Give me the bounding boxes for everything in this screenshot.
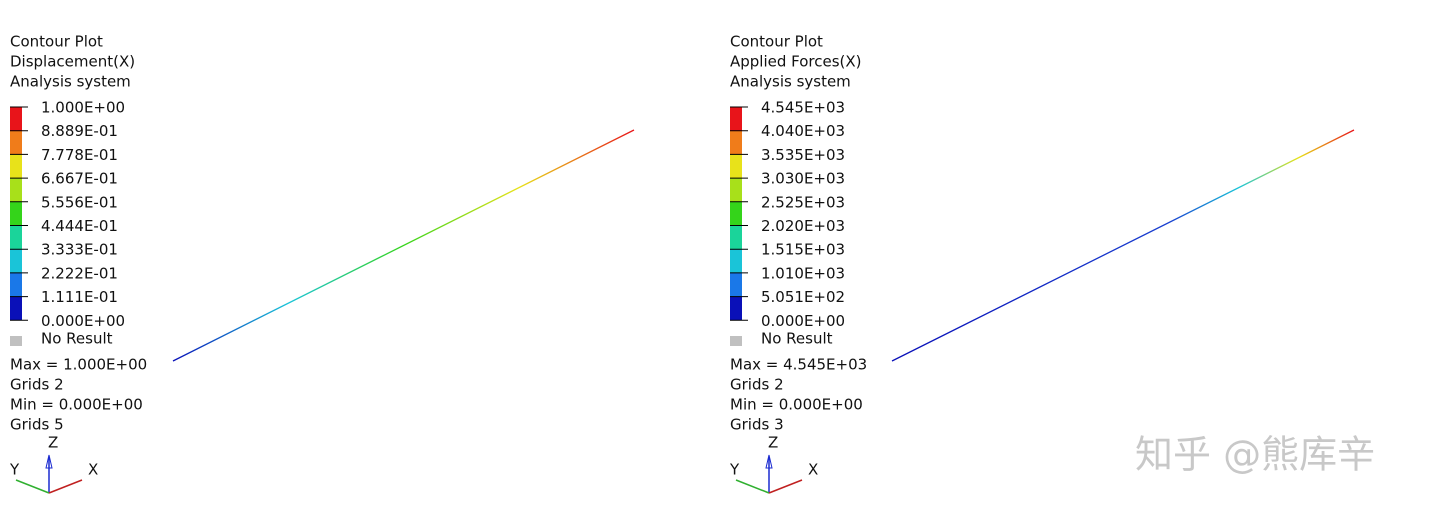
stat-line: Grids 2 (730, 376, 784, 394)
axis-label-y: Y (729, 461, 740, 479)
legend-label: 0.000E+00 (41, 312, 125, 330)
title-line: Displacement(X) (10, 53, 135, 71)
color-band (730, 272, 742, 297)
color-band (10, 225, 22, 250)
axis-y (15, 479, 50, 494)
legend-label: 2.222E-01 (41, 264, 118, 282)
legend-label: 2.525E+03 (761, 193, 845, 211)
color-band (10, 178, 22, 202)
color-band (730, 225, 742, 250)
no-result-label: No Result (761, 330, 833, 348)
color-band (10, 130, 22, 155)
legend-label: 3.333E-01 (41, 241, 118, 259)
legend-label: 1.111E-01 (41, 288, 118, 306)
stat-line: Grids 5 (10, 416, 64, 434)
no-result-label: No Result (41, 330, 113, 348)
beam (172, 129, 635, 362)
color-band (730, 201, 742, 226)
title-line: Applied Forces(X) (730, 53, 862, 71)
axis-z-head (45, 454, 53, 469)
axis-label-z: Z (768, 434, 778, 452)
legend-label: 8.889E-01 (41, 122, 118, 140)
color-band (730, 130, 742, 155)
legend-label: 4.545E+03 (761, 99, 845, 117)
color-band (10, 249, 22, 273)
stat-line: Grids 3 (730, 416, 784, 434)
watermark: 知乎 @熊库辛 (1135, 433, 1375, 477)
title-line: Contour Plot (730, 33, 823, 51)
legend-label: 5.051E+02 (761, 288, 845, 306)
legend-label: 7.778E-01 (41, 146, 118, 164)
color-band (10, 296, 22, 321)
color-band (730, 107, 742, 131)
legend-label: 5.556E-01 (41, 193, 118, 211)
legend-label: 1.000E+00 (41, 99, 125, 117)
axis-label-x: X (88, 461, 98, 479)
color-band (10, 272, 22, 297)
legend-label: 6.667E-01 (41, 170, 118, 188)
legend-label: 1.010E+03 (761, 264, 845, 282)
legend-label: 3.535E+03 (761, 146, 845, 164)
color-band (10, 107, 22, 131)
color-band (730, 154, 742, 179)
no-result-swatch (10, 336, 22, 346)
title-line: Analysis system (10, 73, 131, 91)
stat-line: Max = 4.545E+03 (730, 356, 867, 374)
axis-x (48, 479, 83, 494)
legend-label: 4.040E+03 (761, 122, 845, 140)
legend-label: 2.020E+03 (761, 217, 845, 235)
color-band (730, 178, 742, 202)
stat-line: Max = 1.000E+00 (10, 356, 147, 374)
title-line: Analysis system (730, 73, 851, 91)
axis-x (768, 479, 803, 494)
beam (891, 129, 1355, 362)
stat-line: Grids 2 (10, 376, 64, 394)
axis-y (735, 479, 770, 494)
color-band (10, 201, 22, 226)
legend-label: 4.444E-01 (41, 217, 118, 235)
legend-label: 1.515E+03 (761, 241, 845, 259)
axis-label-y: Y (9, 461, 20, 479)
color-band (730, 296, 742, 321)
color-band (730, 249, 742, 273)
stat-line: Min = 0.000E+00 (730, 396, 863, 414)
axis-z-head (765, 454, 773, 469)
legend-label: 0.000E+00 (761, 312, 845, 330)
no-result-swatch (730, 336, 742, 346)
axis-label-z: Z (48, 434, 58, 452)
stat-line: Min = 0.000E+00 (10, 396, 143, 414)
color-band (10, 154, 22, 179)
legend-label: 3.030E+03 (761, 170, 845, 188)
axis-label-x: X (808, 461, 818, 479)
title-line: Contour Plot (10, 33, 103, 51)
